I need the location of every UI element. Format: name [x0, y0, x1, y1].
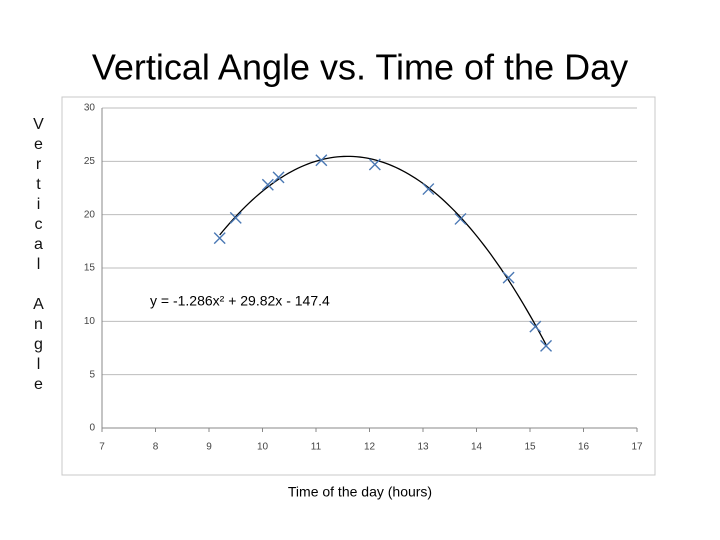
data-point: [502, 271, 515, 284]
data-point: [261, 178, 274, 191]
x-tick-label: 12: [364, 442, 376, 453]
y-tick-label: 25: [84, 156, 96, 167]
y-tick-label: 30: [84, 103, 96, 114]
x-tick-label: 7: [99, 442, 105, 453]
data-point: [454, 212, 467, 225]
y-tick-label: 20: [84, 209, 96, 220]
plot-frame: [61, 96, 656, 476]
x-axis-label: Time of the day (hours): [288, 484, 432, 500]
data-point: [213, 232, 226, 245]
chart-title: Vertical Angle vs. Time of the Day: [92, 47, 628, 88]
y-tick-label: 5: [89, 369, 95, 380]
data-point: [529, 320, 542, 333]
data-point: [540, 339, 553, 352]
y-tick-label: 10: [84, 316, 96, 327]
data-point: [315, 154, 328, 167]
data-point: [272, 171, 285, 184]
trendline-equation: y = -1.286x² + 29.82x - 147.4: [150, 293, 330, 309]
data-point: [422, 183, 435, 196]
x-tick-label: 16: [578, 442, 590, 453]
x-tick-label: 14: [471, 442, 483, 453]
data-point: [368, 158, 381, 171]
data-point: [229, 211, 242, 224]
y-tick-label: 15: [84, 263, 96, 274]
x-tick-label: 17: [631, 442, 643, 453]
x-tick-label: 10: [257, 442, 269, 453]
x-tick-label: 11: [311, 442, 322, 453]
y-tick-label: 0: [89, 423, 95, 434]
x-tick-label: 13: [417, 442, 429, 453]
x-tick-label: 15: [524, 442, 536, 453]
y-axis-label: Vertical Angle: [30, 116, 47, 396]
x-tick-label: 8: [153, 442, 159, 453]
x-tick-label: 9: [206, 442, 212, 453]
